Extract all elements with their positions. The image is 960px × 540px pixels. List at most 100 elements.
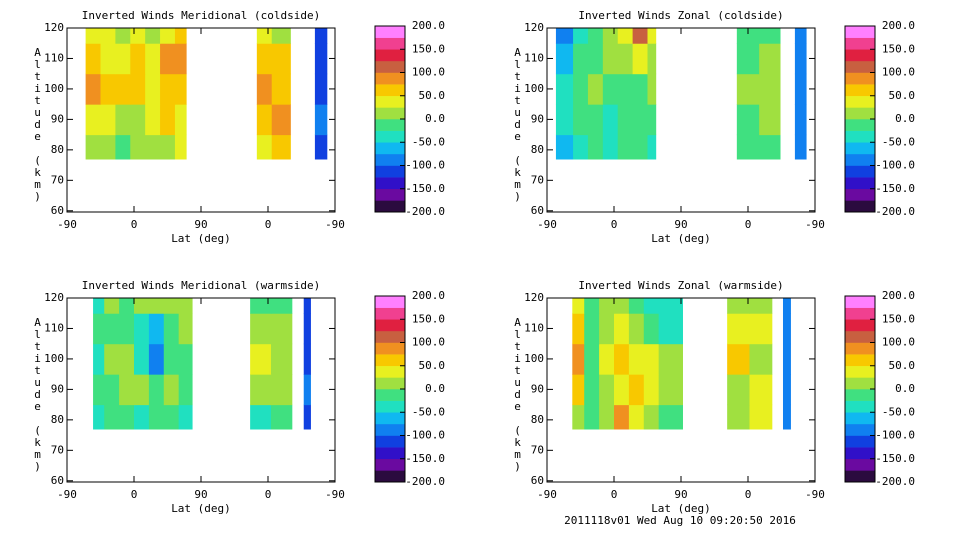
heat-cell <box>178 313 193 345</box>
heat-cell <box>271 28 291 44</box>
colorbar-band <box>375 130 405 143</box>
heat-cell <box>572 313 585 345</box>
x-tick-label: 0 <box>611 488 618 501</box>
colorbar-band <box>845 377 875 390</box>
heat-cell <box>163 313 180 345</box>
heat-cell <box>134 343 150 375</box>
heat-cell <box>174 73 187 105</box>
heat-cell <box>749 313 773 345</box>
colorbar-band <box>845 342 875 355</box>
x-tick-label: 90 <box>674 488 687 501</box>
heat-cell <box>555 104 574 136</box>
colorbar-tick-label: 50.0 <box>419 359 446 372</box>
x-tick-label: 0 <box>265 488 272 501</box>
heat-cell <box>314 43 328 75</box>
colorbar-tick-label: 100.0 <box>412 336 445 349</box>
y-tick-label: 110 <box>524 321 544 334</box>
y-tick-label: 80 <box>531 413 544 426</box>
y-tick-label: 90 <box>51 112 64 125</box>
colorbar-band <box>845 435 875 448</box>
x-tick-label: -90 <box>325 218 345 231</box>
heat-cell <box>759 43 781 75</box>
colorbar-tick-label: 150.0 <box>882 312 915 325</box>
y-tick-label: 110 <box>524 51 544 64</box>
heat-cell <box>93 298 105 314</box>
y-tick-label: 70 <box>531 443 544 456</box>
heat-cell <box>572 374 585 406</box>
colorbar-tick-label: -150.0 <box>875 452 915 465</box>
heat-cell <box>85 104 101 136</box>
colorbar-tick-label: -150.0 <box>405 182 445 195</box>
heat-cell <box>119 404 135 430</box>
heat-cell <box>100 134 116 160</box>
heat-cell <box>303 404 311 430</box>
heat-cell <box>93 343 105 375</box>
colorbar-tick-label: -200.0 <box>875 475 915 488</box>
heat-cell <box>271 73 291 105</box>
colorbar-tick-label: 200.0 <box>882 289 915 302</box>
heat-cell <box>119 343 135 375</box>
x-tick-label: 90 <box>194 488 207 501</box>
heat-cell <box>736 73 760 105</box>
heat-cell <box>303 374 311 406</box>
heat-cell <box>749 374 773 406</box>
colorbar-band <box>375 107 405 120</box>
heat-cell <box>115 104 131 136</box>
heat-cell <box>148 374 165 406</box>
x-tick-label: -90 <box>537 488 557 501</box>
colorbar-tick-label: 0.0 <box>895 112 915 125</box>
y-tick-label: 60 <box>531 474 544 487</box>
heat-cell <box>119 298 135 314</box>
heat-cell <box>256 104 273 136</box>
colorbar-band <box>845 389 875 401</box>
colorbar-tick-label: 100.0 <box>882 66 915 79</box>
y-axis-label: Altitude (km) <box>31 316 44 472</box>
heat-cell <box>270 298 293 314</box>
heat-cell <box>256 43 273 75</box>
heat-cell <box>555 43 574 75</box>
heat-cell <box>160 73 176 105</box>
heat-cell <box>749 404 773 430</box>
heat-cell <box>163 404 180 430</box>
heat-cell <box>178 404 193 430</box>
heat-cell <box>270 343 293 375</box>
heat-cell <box>658 374 683 406</box>
x-tick-label: -90 <box>325 488 345 501</box>
x-tick-label: 0 <box>131 488 138 501</box>
heat-cell <box>148 313 165 345</box>
chart-title: Inverted Winds Meridional (warmside) <box>82 279 320 292</box>
heat-cell <box>617 43 634 75</box>
heat-cell <box>85 28 101 44</box>
heat-cell <box>727 313 750 345</box>
heat-cell <box>727 343 750 375</box>
heat-cell <box>632 43 648 75</box>
colorbar-band <box>845 200 875 213</box>
heat-cell <box>599 343 615 375</box>
heat-cell <box>100 28 116 44</box>
colorbar-band <box>845 188 875 201</box>
y-tick-label: 100 <box>524 352 544 365</box>
heat-cell <box>736 43 760 75</box>
heat-cell <box>602 28 619 44</box>
colorbar-band <box>845 60 875 73</box>
colorbar-band <box>375 153 405 166</box>
heat-cell <box>632 73 648 105</box>
x-tick-label: -90 <box>537 218 557 231</box>
colorbar-band <box>375 72 405 85</box>
heat-cell <box>782 313 791 345</box>
heat-cell <box>759 134 781 160</box>
heat-cell <box>749 343 773 375</box>
colorbar-tick-label: 200.0 <box>412 289 445 302</box>
heat-cell <box>584 298 600 314</box>
heat-cell <box>163 343 180 375</box>
heat-cell <box>628 404 645 430</box>
heat-cell <box>614 374 630 406</box>
colorbar-tick-label: -50.0 <box>882 135 915 148</box>
heat-cell <box>572 404 585 430</box>
heat-cell <box>250 343 272 375</box>
heat-cell <box>104 298 120 314</box>
x-tick-label: -90 <box>805 488 825 501</box>
colorbar-tick-label: -200.0 <box>875 205 915 218</box>
heat-cell <box>250 404 272 430</box>
heat-cell <box>643 374 660 406</box>
